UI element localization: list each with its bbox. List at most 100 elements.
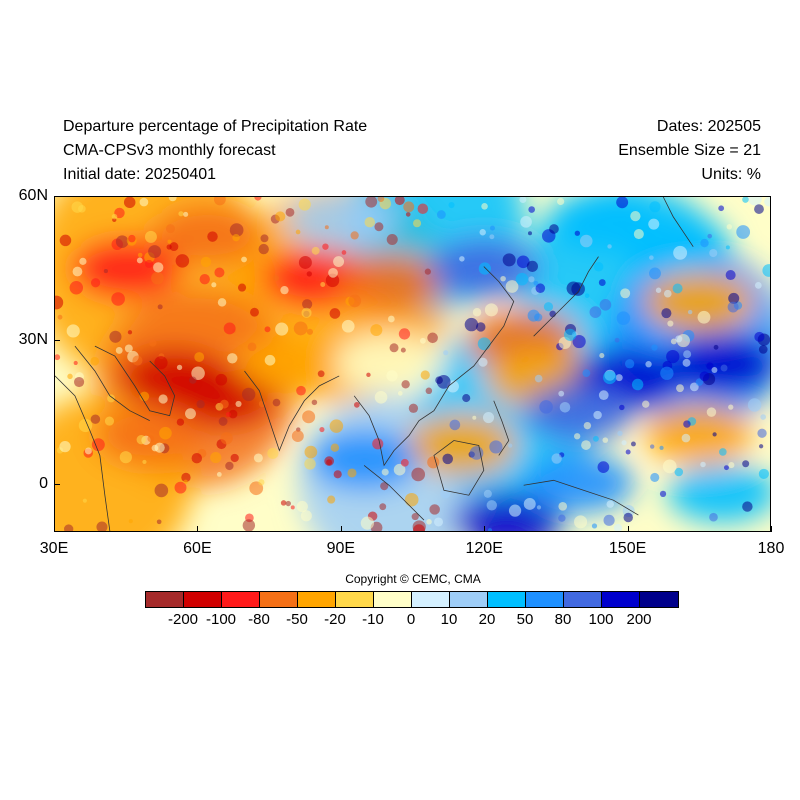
anomaly-region-7 [238,334,349,394]
anomaly-region-23 [286,197,396,251]
speckle [559,402,571,413]
x-tick-label: 60E [183,540,212,557]
colorbar-label: 80 [554,611,572,628]
colorbar-swatch [298,592,336,607]
speckle [403,201,415,213]
speckle [649,255,654,260]
speckle [616,311,631,325]
speckle [581,440,591,450]
speckle [723,465,729,471]
speckle [623,512,633,523]
speckle [366,372,371,378]
speckle [264,326,271,333]
speckle [142,459,147,465]
speckle [159,426,172,440]
speckle [158,394,168,404]
colorbar-label: 0 [406,611,416,628]
speckle [663,289,672,298]
speckle [523,497,536,510]
speckle [436,375,451,389]
speckle [666,349,680,364]
colorbar-label: 50 [516,611,534,628]
speckle [317,370,325,378]
speckle [659,445,664,450]
speckle [420,337,426,344]
speckle [649,267,661,280]
speckle [293,321,308,336]
speckle [347,468,357,478]
colorbar-swatch [602,592,640,607]
speckle [697,310,711,324]
speckle [90,356,100,366]
speckle [700,461,706,468]
speckle [139,391,150,402]
speckle [275,211,286,222]
speckle [115,235,129,248]
speckle [472,415,477,420]
speckle [298,198,311,211]
speckle [549,224,559,234]
speckle [295,229,301,235]
speckle [655,287,662,293]
speckle [695,378,704,386]
speckle [241,256,247,263]
speckle [667,320,674,327]
speckle [253,453,263,463]
speckle [660,366,674,380]
speckle [676,384,684,393]
speckle [389,343,399,353]
speckle [364,216,376,228]
speckle [748,197,762,206]
speckle [754,282,762,289]
speckle [625,449,631,455]
speckle [207,231,218,242]
speckle [527,231,532,236]
coastline-red-sea [74,345,150,422]
speckle [154,442,165,453]
speckle [519,197,527,204]
speckle [241,387,256,402]
speckle [508,443,513,448]
speckle [329,308,341,319]
speckle [411,467,426,482]
speckle [59,441,71,453]
anomaly-region-13 [643,272,754,332]
speckle [477,337,491,351]
speckle [360,516,375,530]
speckle [228,409,238,419]
speckle [298,255,312,269]
x-tick-mark [340,526,342,532]
speckle [607,244,612,249]
speckle [151,271,164,285]
speckle [592,435,599,442]
speckle [449,419,461,431]
speckle [742,501,753,512]
speckle [219,399,229,409]
speckle [148,245,162,259]
speckle [306,328,314,335]
speckle [633,229,644,240]
coastline-africa [55,375,111,531]
speckle [500,275,506,282]
speckle [400,458,409,467]
anomaly-region-3 [333,253,444,313]
speckle [543,302,554,312]
speckle [481,203,488,210]
speckle [67,373,73,380]
speckle [329,419,344,433]
speckle [659,490,667,498]
speckle [189,376,197,384]
speckle [107,394,116,403]
speckle [486,500,497,511]
speckle [302,410,316,424]
speckle [682,358,691,367]
colorbar [145,591,679,608]
speckle [726,224,733,230]
speckle [613,523,623,531]
colorbar-swatch [146,592,184,607]
speckle [178,211,184,217]
speckle [707,233,713,239]
title-line-1: Departure percentage of Precipitation Ra… [63,118,368,135]
colorbar-swatch [336,592,374,607]
speckle [713,344,719,350]
